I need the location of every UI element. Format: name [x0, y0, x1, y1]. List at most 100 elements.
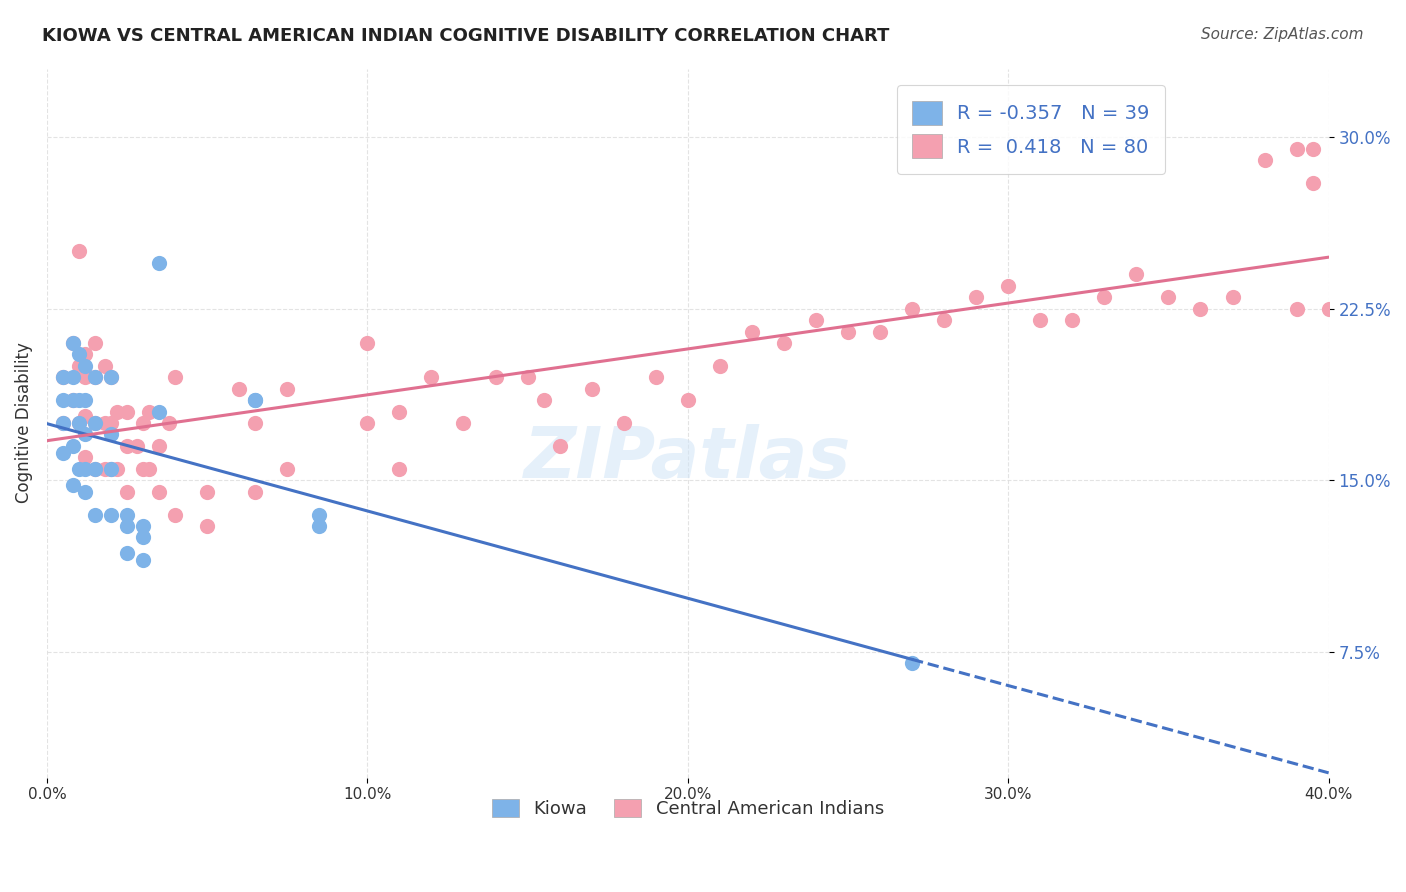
Point: [773, 336, 796, 351]
Point: [100, 370, 122, 384]
Point: [1302, 142, 1324, 156]
Point: [138, 404, 160, 418]
Point: [67, 393, 90, 408]
Point: [157, 416, 180, 430]
Point: [52, 416, 75, 430]
Point: [804, 313, 827, 327]
Text: KIOWA VS CENTRAL AMERICAN INDIAN COGNITIVE DISABILITY CORRELATION CHART: KIOWA VS CENTRAL AMERICAN INDIAN COGNITI…: [42, 27, 890, 45]
Point: [138, 462, 160, 476]
Point: [67, 462, 90, 476]
Point: [420, 370, 443, 384]
Point: [901, 301, 924, 316]
Point: [67, 416, 90, 430]
Point: [1157, 290, 1180, 304]
Y-axis label: Cognitive Disability: Cognitive Disability: [15, 343, 32, 503]
Point: [52, 416, 75, 430]
Point: [356, 416, 378, 430]
Point: [308, 508, 330, 522]
Point: [115, 519, 138, 533]
Point: [93, 462, 115, 476]
Point: [62, 370, 84, 384]
Point: [276, 382, 298, 396]
Point: [67, 359, 90, 373]
Point: [75, 484, 97, 499]
Point: [243, 393, 266, 408]
Point: [100, 508, 122, 522]
Point: [195, 484, 218, 499]
Point: [84, 416, 107, 430]
Point: [276, 462, 298, 476]
Point: [93, 416, 115, 430]
Point: [1317, 301, 1340, 316]
Point: [1029, 313, 1052, 327]
Point: [1285, 301, 1308, 316]
Point: [613, 416, 636, 430]
Point: [75, 370, 97, 384]
Point: [62, 477, 84, 491]
Point: [165, 370, 187, 384]
Point: [837, 325, 859, 339]
Point: [195, 519, 218, 533]
Text: ZIPatlas: ZIPatlas: [524, 424, 852, 493]
Point: [1125, 268, 1147, 282]
Point: [84, 336, 107, 351]
Point: [1222, 290, 1244, 304]
Point: [1062, 313, 1084, 327]
Point: [75, 393, 97, 408]
Point: [1285, 142, 1308, 156]
Point: [67, 347, 90, 361]
Point: [676, 393, 699, 408]
Point: [148, 404, 170, 418]
Point: [132, 519, 155, 533]
Point: [132, 530, 155, 544]
Point: [243, 416, 266, 430]
Point: [1092, 290, 1115, 304]
Point: [62, 393, 84, 408]
Point: [75, 359, 97, 373]
Point: [965, 290, 987, 304]
Point: [100, 462, 122, 476]
Point: [75, 347, 97, 361]
Point: [84, 416, 107, 430]
Point: [115, 546, 138, 560]
Point: [62, 439, 84, 453]
Point: [132, 462, 155, 476]
Point: [533, 393, 555, 408]
Point: [52, 446, 75, 460]
Point: [869, 325, 891, 339]
Legend: Kiowa, Central American Indians: Kiowa, Central American Indians: [485, 791, 891, 825]
Point: [84, 508, 107, 522]
Point: [75, 450, 97, 465]
Point: [243, 484, 266, 499]
Point: [148, 439, 170, 453]
Point: [100, 416, 122, 430]
Point: [84, 462, 107, 476]
Point: [644, 370, 666, 384]
Point: [115, 508, 138, 522]
Point: [165, 508, 187, 522]
Point: [105, 404, 128, 418]
Point: [67, 244, 90, 259]
Point: [709, 359, 731, 373]
Point: [100, 427, 122, 442]
Point: [148, 484, 170, 499]
Point: [75, 462, 97, 476]
Point: [243, 393, 266, 408]
Point: [132, 553, 155, 567]
Point: [62, 336, 84, 351]
Point: [84, 370, 107, 384]
Point: [52, 370, 75, 384]
Point: [453, 416, 475, 430]
Point: [901, 656, 924, 670]
Point: [1253, 153, 1275, 167]
Point: [52, 393, 75, 408]
Point: [388, 462, 411, 476]
Point: [125, 439, 148, 453]
Point: [100, 370, 122, 384]
Point: [115, 404, 138, 418]
Point: [997, 278, 1019, 293]
Point: [105, 462, 128, 476]
Point: [84, 462, 107, 476]
Point: [484, 370, 506, 384]
Point: [115, 484, 138, 499]
